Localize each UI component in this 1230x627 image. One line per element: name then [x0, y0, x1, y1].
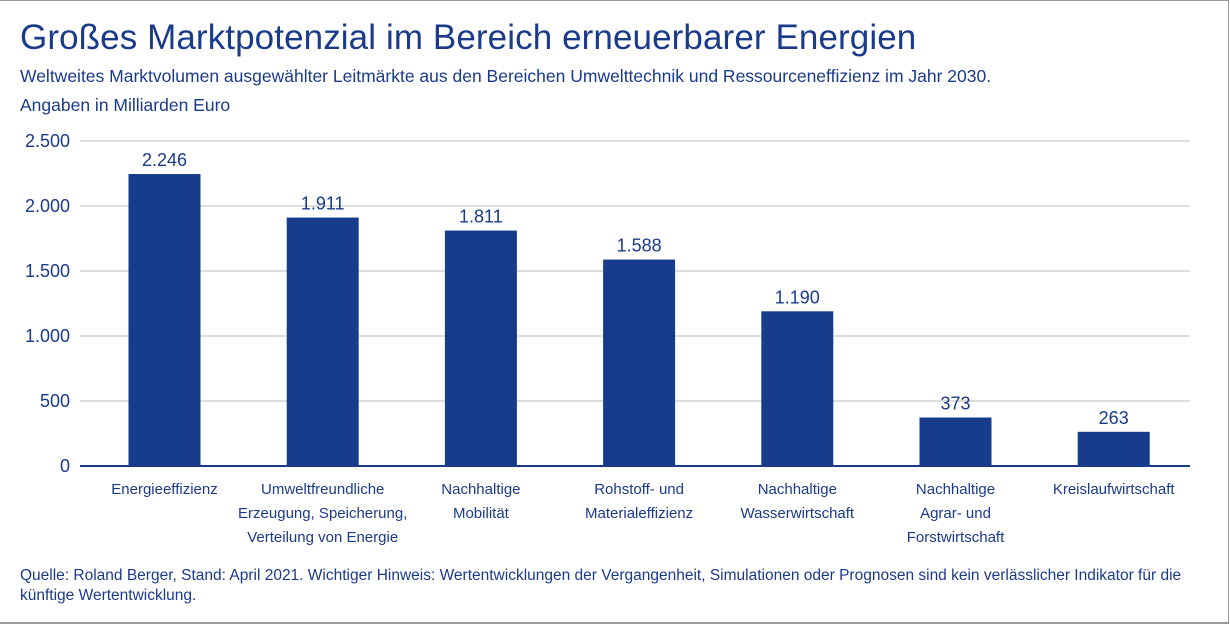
data-label: 1.190 [775, 287, 820, 307]
y-tick-label: 1.500 [25, 261, 70, 281]
y-tick-label: 0 [60, 456, 70, 476]
bar [444, 230, 517, 466]
x-tick-label: Energieeffizienz [111, 481, 217, 498]
y-tick-label: 2.500 [25, 131, 70, 151]
x-tick-label: Umweltfreundliche Erzeugung, Speicherung,… [238, 481, 407, 546]
bar [1077, 431, 1150, 466]
data-label: 1.811 [459, 207, 503, 227]
x-tick-label: Nachhaltige Mobilität [441, 481, 520, 522]
chart-title: Großes Marktpotenzial im Bereich erneuer… [20, 18, 917, 57]
x-tick-label: Rohstoff- und Materialeffizienz [585, 481, 693, 522]
chart-subtitle: Weltweites Marktvolumen ausgewählter Lei… [20, 66, 992, 86]
unit-label: Angaben in Milliarden Euro [20, 95, 231, 115]
x-tick-label: Nachhaltige Agrar- und Forstwirtschaft [907, 481, 1005, 546]
y-tick-label: 2.000 [25, 196, 70, 216]
bar [919, 417, 992, 466]
bar [286, 217, 359, 466]
data-label: 2.246 [142, 150, 187, 170]
y-tick-label: 1.000 [25, 326, 70, 346]
bar [603, 259, 676, 466]
x-tick-label: Kreislaufwirtschaft [1053, 481, 1176, 498]
bar-chart: 0 500 1.000 1.500 2.000 2.500 2.246 Energieeffi… [25, 131, 1190, 546]
data-label: 373 [940, 394, 970, 414]
bar [761, 311, 834, 466]
data-label: 1.911 [301, 194, 345, 214]
x-tick-label: Nachhaltige Wasserwirtschaft [740, 481, 854, 522]
data-label: 263 [1099, 408, 1129, 428]
y-tick-label: 500 [40, 391, 70, 411]
bar [128, 174, 201, 466]
data-label: 1.588 [617, 236, 662, 256]
source-note: Quelle: Roland Berger, Stand: April 2021… [20, 567, 1182, 604]
